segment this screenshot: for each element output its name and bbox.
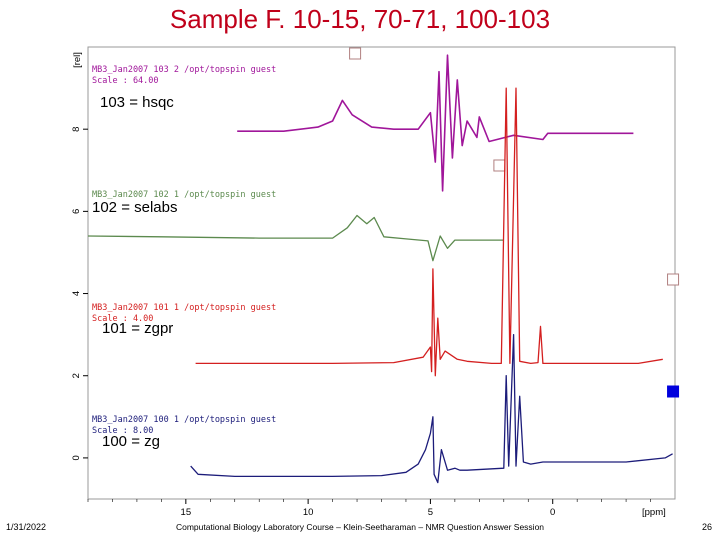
footer-date: 1/31/2022 xyxy=(6,522,47,532)
x-tick-label: 15 xyxy=(181,507,192,518)
spectrum-header-line1: MB3_Jan2007 102 1 /opt/topspin guest xyxy=(92,190,276,200)
spectrum-header-line2: Scale : 64.00 xyxy=(92,76,159,86)
spectrum-line xyxy=(237,54,634,192)
experiment-label: 101 = zgpr xyxy=(102,320,173,337)
spectrum-line xyxy=(87,214,504,262)
display-marker-box xyxy=(667,273,680,286)
spectrum-header-line1: MB3_Jan2007 103 2 /opt/topspin guest xyxy=(92,65,276,75)
y-tick-label: 8 xyxy=(71,127,82,132)
x-axis-label: [ppm] xyxy=(642,507,666,518)
y-axis-label: [rel] xyxy=(72,52,83,68)
experiment-label: 100 = zg xyxy=(102,433,160,450)
spectrum-header-line1: MB3_Jan2007 100 1 /opt/topspin guest xyxy=(92,415,276,425)
spectrum-header-line2: Scale : 8.00 xyxy=(92,426,153,436)
spectrum-header-line2: Scale : 4.00 xyxy=(92,314,153,324)
display-marker-box xyxy=(667,385,680,398)
plot-frame xyxy=(87,46,676,500)
spectrum-series xyxy=(87,47,680,484)
axis-ticks: 15 10 5 0 0 2 4 6 8 xyxy=(71,127,651,518)
x-tick-label: 10 xyxy=(303,507,314,518)
experiment-labels: 103 = hsqc 102 = selabs 101 = zgpr 100 = zg xyxy=(92,94,177,450)
experiment-label: 103 = hsqc xyxy=(100,94,174,111)
experiment-label: 102 = selabs xyxy=(92,199,177,216)
spectrum-line xyxy=(195,87,663,377)
x-tick-label: 5 xyxy=(428,507,433,518)
spectrum-headers: MB3_Jan2007 103 2 /opt/topspin guestScal… xyxy=(92,65,276,436)
y-tick-label: 6 xyxy=(71,209,82,214)
y-tick-label: 0 xyxy=(71,455,82,460)
slide-title: Sample F. 10-15, 70-71, 100-103 xyxy=(169,4,551,34)
display-marker-box xyxy=(493,159,506,172)
footer-credit: Computational Biology Laboratory Course … xyxy=(175,522,545,532)
display-marker-box xyxy=(349,47,362,60)
spectrum-line xyxy=(190,333,673,484)
x-tick-label: 0 xyxy=(550,507,555,518)
y-tick-label: 2 xyxy=(71,373,82,378)
y-tick-label: 4 xyxy=(71,291,82,296)
spectrum-header-line1: MB3_Jan2007 101 1 /opt/topspin guest xyxy=(92,303,276,313)
footer-page-number: 26 xyxy=(701,522,712,532)
